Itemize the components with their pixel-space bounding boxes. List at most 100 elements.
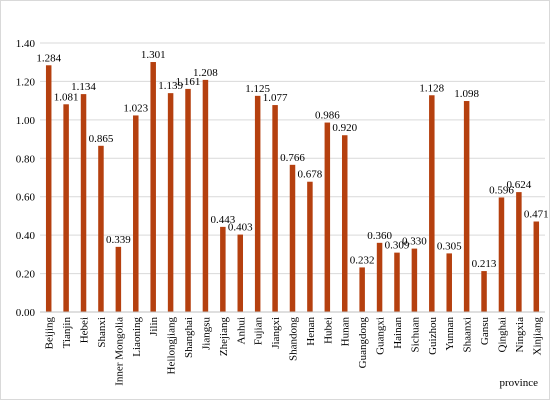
data-label: 0.766 <box>280 152 305 164</box>
bar-hunan <box>341 135 348 312</box>
data-label: 1.098 <box>454 88 479 100</box>
data-label: 0.920 <box>332 122 357 134</box>
bar-tianjin <box>63 104 69 312</box>
data-label: 1.134 <box>71 81 96 93</box>
x-tick-label: Tianjin <box>61 317 73 349</box>
x-tick-label: Jiangsu <box>200 317 212 351</box>
x-tick-label: Qinghai <box>496 317 508 352</box>
x-tick-label: Liaoning <box>131 317 143 357</box>
data-label: 0.330 <box>402 236 427 248</box>
x-tick-label: Guangxi <box>375 317 387 355</box>
x-tick-label: Guizhou <box>427 317 439 355</box>
data-label: 0.213 <box>472 258 497 270</box>
x-tick-label: Shanxi <box>96 317 108 348</box>
y-tick-label: 1.00 <box>16 115 36 127</box>
bar-hebei <box>80 94 87 312</box>
x-tick-label: Heilongjiang <box>166 317 178 375</box>
data-label: 0.986 <box>315 110 340 122</box>
bars <box>45 62 540 313</box>
gridlines <box>40 42 545 275</box>
bar-sichuan <box>411 248 418 312</box>
data-label: 1.125 <box>245 83 270 95</box>
x-tick-label: Shandong <box>288 317 300 362</box>
bar-guangxi <box>376 242 383 312</box>
bar-jiangxi <box>272 105 278 313</box>
bar-zhejiang <box>220 226 226 312</box>
bar-jilin <box>150 62 156 313</box>
data-label: 1.128 <box>419 82 444 94</box>
bar-gansu <box>481 271 487 312</box>
bar-hainan <box>394 252 400 312</box>
x-tick-label: Yunnan <box>444 317 456 351</box>
x-tick-label: Jilin <box>148 317 160 336</box>
x-tick-label: Zhejiang <box>218 317 230 357</box>
bar-guizhou <box>429 95 435 313</box>
bar-xinjiang <box>533 221 540 312</box>
bar-inner-mongolia <box>115 246 122 312</box>
bar-ningxia <box>516 192 522 312</box>
y-tick-label: 1.40 <box>16 38 36 50</box>
bar-qinghai <box>498 197 505 312</box>
x-tick-label: Shanghai <box>183 317 195 358</box>
bar-guangdong <box>359 267 365 312</box>
x-tick-label: Beijing <box>44 317 56 350</box>
bar-shanxi <box>98 145 104 312</box>
y-tick-label: 0.40 <box>16 230 36 242</box>
y-tick-label: 0.60 <box>16 192 36 204</box>
data-label: 0.309 <box>385 240 410 252</box>
x-axis-ticks: Beijing Tianjin Hebei Shanxi Inner Mongolia L… <box>44 317 544 386</box>
data-label: 1.284 <box>36 52 61 64</box>
x-tick-label: Jiangxi <box>270 317 282 349</box>
bar-hubei <box>324 122 331 312</box>
x-tick-label: Hainan <box>392 317 404 349</box>
x-tick-label: Xinjiang <box>531 317 543 356</box>
bar-shaanxi <box>463 101 470 312</box>
x-tick-label: Inner Mongolia <box>113 317 125 386</box>
bar-anhui <box>237 234 244 312</box>
x-tick-label: Gansu <box>479 317 491 346</box>
data-label: 0.360 <box>367 230 392 242</box>
bar-heilongjiang <box>167 93 174 312</box>
data-label: 0.339 <box>106 234 131 246</box>
data-label: 1.139 <box>158 80 183 92</box>
x-tick-label: Fujian <box>253 317 265 346</box>
x-tick-label: Hebei <box>79 317 91 343</box>
bar-jiangsu <box>202 79 209 313</box>
x-tick-label: Hunan <box>340 317 352 347</box>
x-tick-label: Shaanxi <box>462 317 474 352</box>
y-axis-ticks: 0.00 0.20 0.40 0.60 0.80 1.00 1.20 1.40 <box>16 38 36 319</box>
bar-shandong <box>289 164 296 312</box>
data-label: 1.208 <box>193 67 218 79</box>
data-label: 0.232 <box>350 254 375 266</box>
x-tick-label: Sichuan <box>409 317 421 353</box>
data-label: 1.161 <box>176 76 201 88</box>
x-tick-label: Ningxia <box>514 317 526 353</box>
x-tick-label: Henan <box>305 317 317 346</box>
data-label: 1.301 <box>141 49 166 61</box>
bar-yunnan <box>446 253 452 312</box>
bar-henan <box>307 181 313 312</box>
data-label: 0.624 <box>507 179 532 191</box>
bar-shanghai <box>185 88 191 312</box>
data-label: 1.077 <box>263 92 288 104</box>
data-label: 0.678 <box>298 169 323 181</box>
bar-fujian <box>254 95 261 312</box>
data-label: 0.865 <box>89 133 114 145</box>
y-tick-label: 0.80 <box>16 153 36 165</box>
data-label: 0.471 <box>524 209 549 221</box>
data-label: 0.596 <box>489 184 514 196</box>
x-tick-label: Hubei <box>322 317 334 344</box>
data-label: 0.403 <box>228 222 253 234</box>
x-axis-title: province <box>500 377 539 389</box>
x-tick-label: Anhui <box>235 317 247 345</box>
data-label: 1.023 <box>123 102 148 114</box>
data-label: 0.443 <box>210 214 235 226</box>
bar-liaoning <box>133 115 139 312</box>
data-label: 0.305 <box>437 240 462 252</box>
y-tick-label: 1.20 <box>16 76 36 88</box>
y-tick-label: 0.00 <box>16 307 36 319</box>
bar-beijing <box>45 65 52 312</box>
data-label: 1.081 <box>54 91 79 103</box>
